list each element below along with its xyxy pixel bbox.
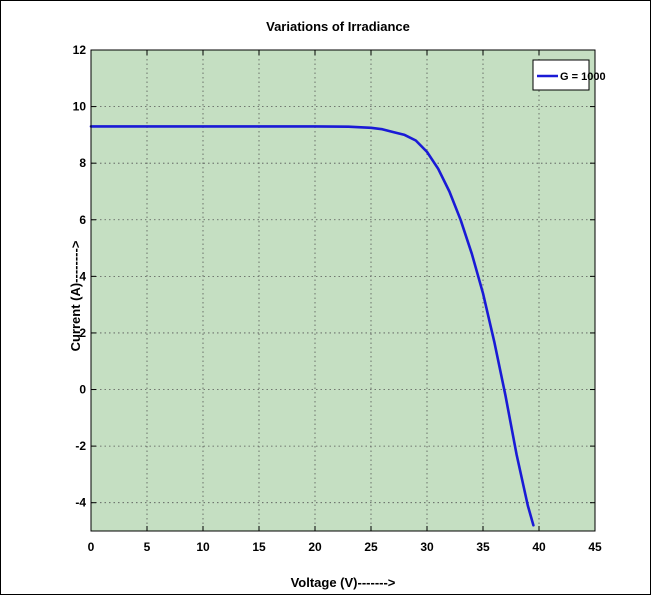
- x-tick-label: 5: [144, 540, 151, 554]
- x-tick-label: 15: [252, 540, 266, 554]
- x-axis-ticks: 0 5 10 15 20 25 30 35 40 45: [88, 50, 602, 554]
- x-tick-label: 0: [88, 540, 95, 554]
- chart-title: Variations of Irradiance: [266, 19, 410, 34]
- plot-border: [90, 49, 596, 532]
- x-tick-label: 40: [532, 540, 546, 554]
- y-tick-label: 2: [79, 326, 86, 340]
- y-tick-label: 6: [79, 213, 86, 227]
- y-tick-label: -4: [75, 496, 86, 510]
- plot-area: [91, 50, 595, 531]
- series-line-g1000: [89, 125, 535, 527]
- y-axis-label: Current (A)-------->: [68, 240, 83, 351]
- legend-label: G = 1000: [560, 71, 606, 83]
- y-tick-label: 10: [73, 100, 87, 114]
- x-tick-label: 25: [364, 540, 378, 554]
- y-tick-label: 12: [73, 43, 87, 57]
- y-tick-label: -2: [75, 439, 86, 453]
- y-tick-label: 8: [79, 156, 86, 170]
- series-group: [89, 125, 535, 527]
- y-tick-label: 0: [79, 383, 86, 397]
- legend: G = 1000: [532, 59, 606, 91]
- y-tick-label: 4: [79, 269, 86, 283]
- x-tick-label: 10: [196, 540, 210, 554]
- x-tick-label: 20: [308, 540, 322, 554]
- y-axis-ticks: -4 -2 0 2 4 6 8 10 12: [73, 43, 595, 510]
- grid-lines: [91, 50, 595, 531]
- x-axis-label: Voltage (V)------->: [291, 575, 396, 590]
- x-tick-label: 35: [476, 540, 490, 554]
- x-tick-label: 30: [420, 540, 434, 554]
- x-tick-label: 45: [588, 540, 602, 554]
